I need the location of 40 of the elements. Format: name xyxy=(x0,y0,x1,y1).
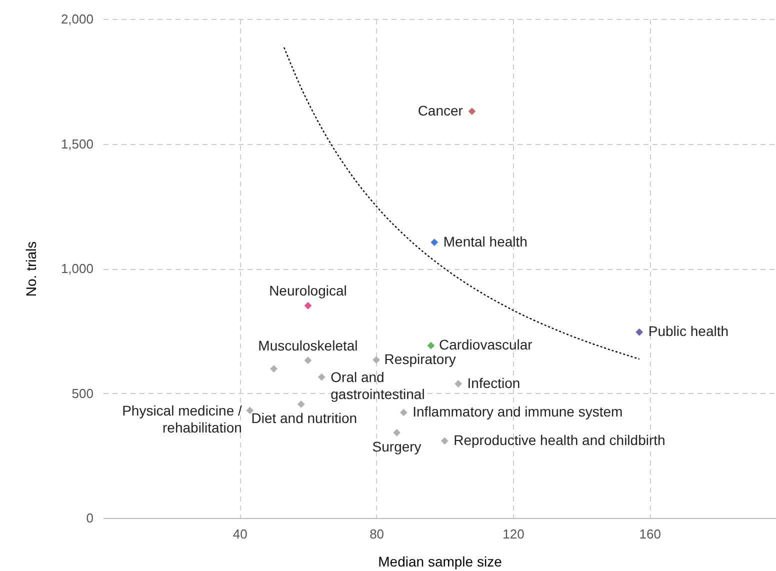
point xyxy=(372,356,380,364)
annotation: Inflammatory and immune system xyxy=(412,403,623,420)
point xyxy=(246,406,254,414)
annotation: Infection xyxy=(467,374,520,391)
annotation: Oral and gastrointestinal xyxy=(330,369,425,402)
point xyxy=(304,302,312,310)
point xyxy=(270,365,278,373)
x-tick-label: 40 xyxy=(232,526,248,542)
annotation: Surgery xyxy=(372,438,422,455)
point xyxy=(468,108,476,116)
point xyxy=(400,408,408,416)
point xyxy=(304,356,312,364)
y-tick-label: 1,500 xyxy=(60,136,94,152)
point xyxy=(636,328,644,336)
x-axis-title: Median sample size xyxy=(378,554,502,570)
point xyxy=(454,380,462,388)
annotation: Cardiovascular xyxy=(438,336,533,353)
annotation: Neurological xyxy=(269,282,347,299)
x-tick-label: 160 xyxy=(639,526,661,542)
point xyxy=(440,437,448,445)
annotation: Public health xyxy=(648,323,729,340)
annotation: Musculoskeletal xyxy=(258,337,358,354)
y-tick-label: 2,000 xyxy=(60,12,94,26)
point xyxy=(318,373,326,381)
y-tick-label: 500 xyxy=(72,386,94,401)
point xyxy=(393,428,401,436)
x-tick-label: 120 xyxy=(502,526,524,542)
x-tick-label: 80 xyxy=(370,526,384,542)
annotation: Mental health xyxy=(443,233,528,250)
point xyxy=(427,342,435,350)
annotation: Cancer xyxy=(418,102,464,118)
y-axis-title: No. trials xyxy=(22,241,39,297)
annotation: Diet and nutrition xyxy=(251,410,358,426)
point xyxy=(430,238,438,246)
annotation: Reproductive health and childbirth xyxy=(454,432,666,448)
annotation: Respiratory xyxy=(384,350,456,367)
y-tick-label: 0 xyxy=(86,510,94,526)
y-tick-label: 1,000 xyxy=(60,261,94,276)
point xyxy=(297,400,305,408)
annotation: Physical medicine / rehabilitation xyxy=(122,402,242,436)
